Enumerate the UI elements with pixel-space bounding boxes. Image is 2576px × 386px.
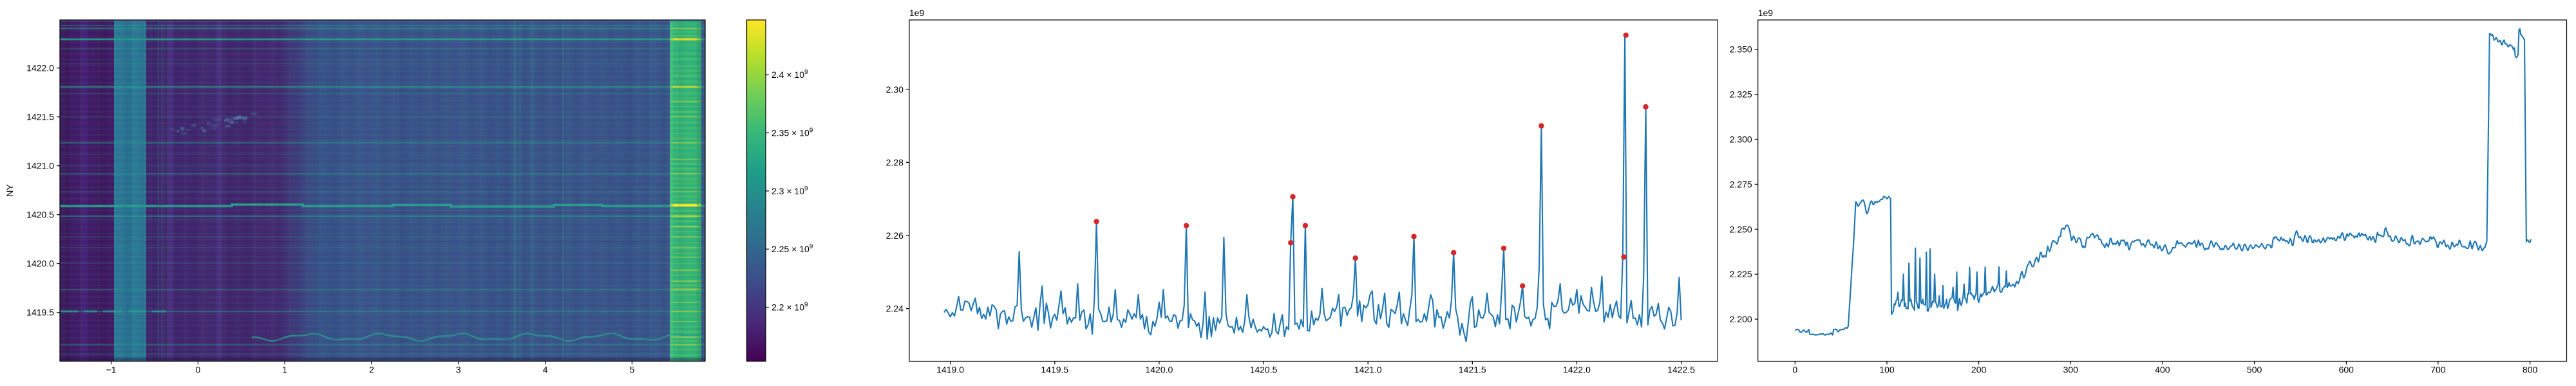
svg-text:1420.0: 1420.0 [1145,365,1173,375]
svg-text:1422.5: 1422.5 [1667,365,1695,375]
svg-text:2.250: 2.250 [1730,224,1752,234]
svg-text:2.225: 2.225 [1730,269,1752,279]
svg-text:1420.5: 1420.5 [26,210,54,220]
svg-text:1422.0: 1422.0 [26,63,54,73]
svg-text:2.200: 2.200 [1730,314,1752,324]
svg-text:1419.5: 1419.5 [26,308,54,318]
svg-text:1420.5: 1420.5 [1250,365,1278,375]
svg-text:2.275: 2.275 [1730,179,1752,189]
svg-text:1419.0: 1419.0 [936,365,964,375]
svg-text:5: 5 [630,365,635,375]
svg-text:1419.5: 1419.5 [1041,365,1068,375]
svg-text:1421.0: 1421.0 [1354,365,1382,375]
svg-text:1421.5: 1421.5 [1459,365,1486,375]
svg-text:300: 300 [2063,365,2079,375]
svg-text:600: 600 [2339,365,2354,375]
svg-text:200: 200 [1971,365,1987,375]
svg-text:2.3 × 109: 2.3 × 109 [772,185,808,196]
svg-text:4: 4 [543,365,548,375]
svg-text:1e9: 1e9 [909,8,925,18]
svg-text:2: 2 [369,365,374,375]
svg-text:2.4 × 109: 2.4 × 109 [772,69,808,80]
svg-text:2.24: 2.24 [886,304,904,314]
svg-text:2.350: 2.350 [1730,44,1752,55]
svg-text:NY: NY [5,184,15,197]
svg-text:3: 3 [456,365,461,375]
svg-text:800: 800 [2523,365,2538,375]
svg-text:1422.0: 1422.0 [1563,365,1591,375]
svg-text:500: 500 [2247,365,2262,375]
svg-text:2.30: 2.30 [886,84,904,95]
svg-text:0: 0 [1792,365,1797,375]
svg-text:2.2 × 109: 2.2 × 109 [772,302,808,313]
svg-text:700: 700 [2430,365,2446,375]
svg-text:0: 0 [196,365,201,375]
svg-text:−1: −1 [106,365,117,375]
svg-text:2.25 × 109: 2.25 × 109 [772,243,813,254]
svg-text:2.325: 2.325 [1730,89,1752,100]
svg-text:1421.0: 1421.0 [26,161,54,171]
svg-text:2.28: 2.28 [886,157,904,167]
svg-text:1: 1 [282,365,287,375]
svg-text:2.35 × 109: 2.35 × 109 [772,127,813,138]
svg-text:2.26: 2.26 [886,230,904,241]
svg-text:400: 400 [2155,365,2170,375]
svg-text:100: 100 [1879,365,1895,375]
svg-text:1e9: 1e9 [1758,8,1774,18]
svg-text:2.300: 2.300 [1730,134,1752,145]
svg-text:1420.0: 1420.0 [26,259,54,269]
svg-text:1421.5: 1421.5 [26,112,54,122]
